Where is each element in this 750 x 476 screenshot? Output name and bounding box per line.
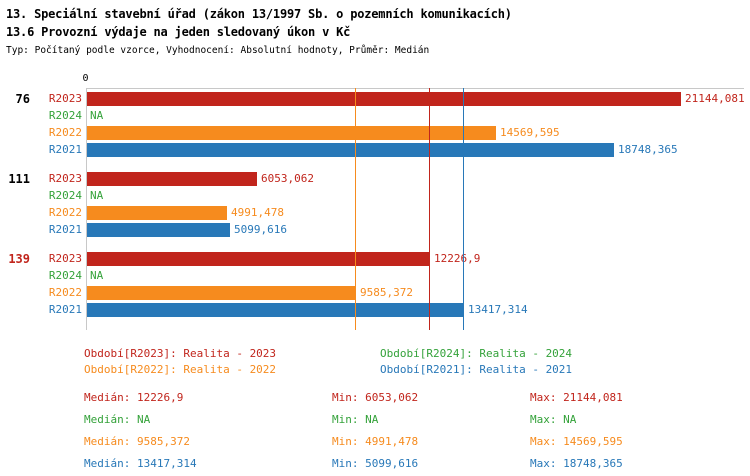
chart-title: 13.6 Provozní výdaje na jeden sledovaný …: [6, 25, 351, 39]
stat-max: Max: 18748,365: [530, 457, 623, 470]
stat-max: Max: NA: [530, 413, 577, 426]
bar-value-label: 4991,478: [231, 206, 284, 219]
stat-max: Max: 14569,595: [530, 435, 623, 448]
plot-area: 76 R2023 21144,081 R2024 NA R2022 14569,595 R20…: [0, 88, 750, 332]
bar: [87, 172, 257, 186]
legend-item: Období[R2021]: Realita - 2021: [380, 363, 573, 376]
stat-min: Min: 4991,478: [332, 435, 419, 448]
x-axis-line: [86, 88, 744, 89]
stat-median: Medián: NA: [84, 413, 151, 426]
series-label: R2023: [48, 252, 82, 265]
series-label: R2024: [48, 269, 82, 282]
bar: [87, 286, 356, 300]
bar-value-label: NA: [90, 269, 104, 282]
bar-value-label: 12226,9: [434, 252, 481, 265]
bar-value-label: 14569,595: [500, 126, 560, 139]
y-axis-line: [86, 88, 87, 330]
stat-min: Min: 6053,062: [332, 391, 419, 404]
median-line: [429, 88, 430, 330]
report-title: 13. Speciální stavební úřad (zákon 13/19…: [6, 7, 512, 21]
bar-value-label: 13417,314: [468, 303, 528, 316]
series-label: R2023: [48, 92, 82, 105]
series-label: R2021: [48, 143, 82, 156]
bar: [87, 143, 614, 157]
series-label: R2024: [48, 109, 82, 122]
series-label: R2021: [48, 303, 82, 316]
bar-value-label: NA: [90, 189, 104, 202]
bar-value-label: NA: [90, 109, 104, 122]
stat-min: Min: 5099,616: [332, 457, 419, 470]
series-label: R2022: [48, 286, 82, 299]
legend-item: Období[R2023]: Realita - 2023: [84, 347, 277, 360]
bar-value-label: 6053,062: [261, 172, 314, 185]
group-label: 111: [8, 172, 30, 186]
bar-value-label: 18748,365: [618, 143, 678, 156]
bar: [87, 252, 430, 266]
bar: [87, 206, 227, 220]
stat-median: Medián: 9585,372: [84, 435, 190, 448]
median-line: [463, 88, 464, 330]
stat-min: Min: NA: [332, 413, 379, 426]
median-line: [355, 88, 356, 330]
legend-item: Období[R2022]: Realita - 2022: [84, 363, 277, 376]
stat-median: Medián: 12226,9: [84, 391, 184, 404]
group-label: 139: [8, 252, 30, 266]
bar-value-label: 21144,081: [685, 92, 745, 105]
bar: [87, 223, 230, 237]
series-label: R2022: [48, 126, 82, 139]
axis-zero-tick-label: 0: [82, 73, 89, 84]
bar: [87, 303, 464, 317]
stat-max: Max: 21144,081: [530, 391, 623, 404]
bar: [87, 126, 496, 140]
bar-value-label: 9585,372: [360, 286, 413, 299]
series-label: R2023: [48, 172, 82, 185]
stat-median: Medián: 13417,314: [84, 457, 197, 470]
group-label: 76: [15, 92, 30, 106]
series-label: R2024: [48, 189, 82, 202]
series-label: R2021: [48, 223, 82, 236]
series-label: R2022: [48, 206, 82, 219]
bar: [87, 92, 681, 106]
legend-item: Období[R2024]: Realita - 2024: [380, 347, 573, 360]
chart-meta: Typ: Počítaný podle vzorce, Vyhodnocení:…: [6, 45, 430, 56]
bar-value-label: 5099,616: [234, 223, 287, 236]
